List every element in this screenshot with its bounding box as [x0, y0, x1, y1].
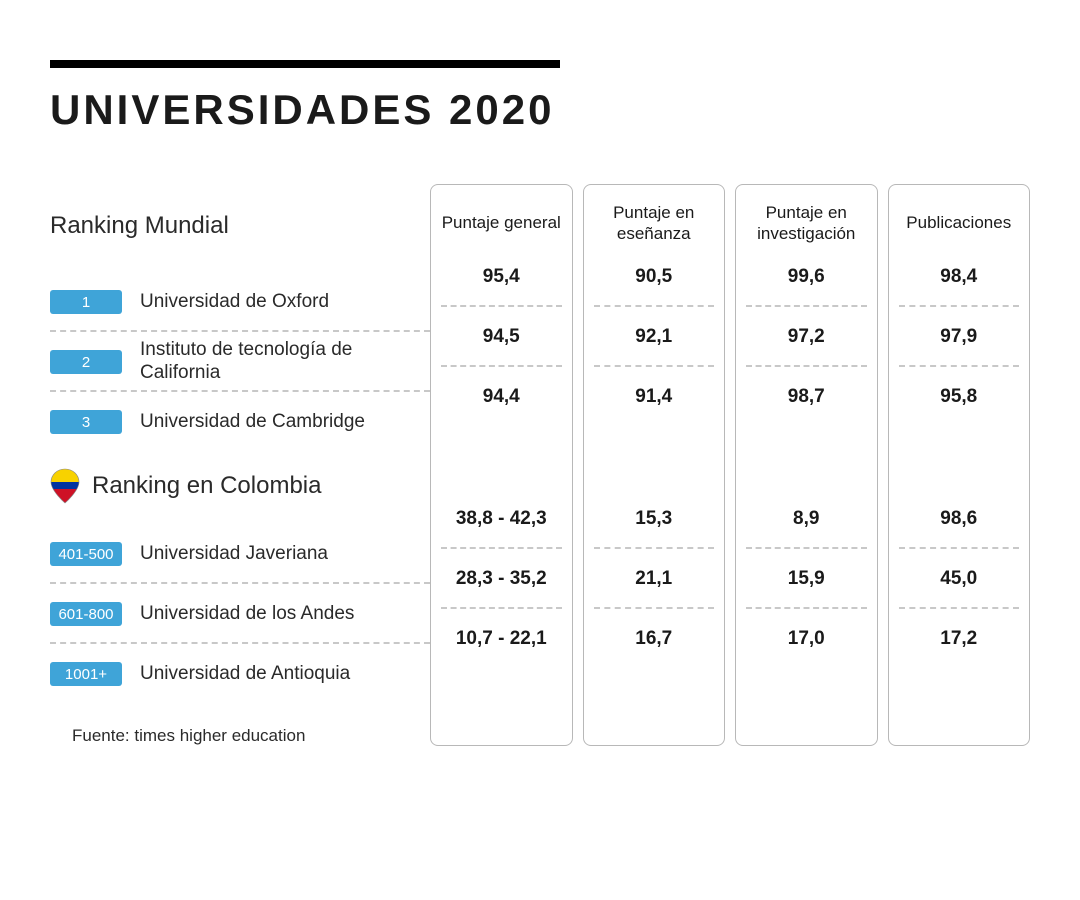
table-row: 3 Universidad de Cambridge [50, 392, 430, 452]
table-row: 1001+ Universidad de Antioquia [50, 644, 430, 704]
rank-badge: 1 [50, 290, 122, 314]
university-name: Universidad de los Andes [140, 603, 354, 626]
score-column-research: Puntaje en investigación 99,6 97,2 98,7 … [735, 184, 878, 746]
university-name: Universidad Javeriana [140, 543, 328, 566]
score-cell: 15,9 [742, 549, 871, 609]
column-header: Puntaje en eseñanza [590, 199, 719, 247]
score-spacer [590, 427, 719, 489]
score-cell: 97,9 [895, 307, 1024, 367]
top-rule [50, 60, 560, 68]
score-columns: Puntaje general 95,4 94,5 94,4 38,8 - 42… [430, 184, 1030, 746]
labels-column: Ranking Mundial 1 Universidad de Oxford … [50, 184, 430, 746]
university-name: Universidad de Oxford [140, 291, 329, 314]
score-cell: 90,5 [590, 247, 719, 307]
column-header: Puntaje general [437, 199, 566, 247]
score-cell: 98,4 [895, 247, 1024, 307]
score-cell: 98,7 [742, 367, 871, 427]
score-cell: 10,7 - 22,1 [437, 609, 566, 669]
score-cell: 8,9 [742, 489, 871, 549]
score-cell: 97,2 [742, 307, 871, 367]
content-grid: Ranking Mundial 1 Universidad de Oxford … [50, 184, 1030, 746]
score-cell: 92,1 [590, 307, 719, 367]
score-cell: 28,3 - 35,2 [437, 549, 566, 609]
score-cell: 95,4 [437, 247, 566, 307]
university-name: Instituto de tecnología de California [140, 339, 430, 385]
page-title: UNIVERSIDADES 2020 [50, 86, 1030, 134]
score-column-teaching: Puntaje en eseñanza 90,5 92,1 91,4 15,3 … [583, 184, 726, 746]
table-row: 2 Instituto de tecnología de California [50, 332, 430, 392]
section-colombia-label: Ranking en Colombia [92, 472, 321, 500]
rank-badge: 1001+ [50, 662, 122, 686]
rank-badge: 401-500 [50, 542, 122, 566]
section-colombia-title: Ranking en Colombia [50, 462, 430, 510]
university-name: Universidad de Antioquia [140, 663, 350, 686]
score-cell: 17,2 [895, 609, 1024, 669]
score-column-general: Puntaje general 95,4 94,5 94,4 38,8 - 42… [430, 184, 573, 746]
score-cell: 16,7 [590, 609, 719, 669]
section-world-title: Ranking Mundial [50, 202, 430, 250]
score-cell: 94,4 [437, 367, 566, 427]
university-name: Universidad de Cambridge [140, 411, 365, 434]
score-cell: 95,8 [895, 367, 1024, 427]
score-spacer [437, 427, 566, 489]
score-cell: 91,4 [590, 367, 719, 427]
score-spacer [742, 427, 871, 489]
section-spacer: Ranking en Colombia [50, 462, 430, 524]
table-row: 1 Universidad de Oxford [50, 272, 430, 332]
table-row: 401-500 Universidad Javeriana [50, 524, 430, 584]
column-header: Publicaciones [895, 199, 1024, 247]
score-cell: 21,1 [590, 549, 719, 609]
rank-badge: 601-800 [50, 602, 122, 626]
rank-badge: 3 [50, 410, 122, 434]
score-cell: 15,3 [590, 489, 719, 549]
score-spacer [895, 427, 1024, 489]
score-column-publications: Publicaciones 98,4 97,9 95,8 98,6 45,0 1… [888, 184, 1031, 746]
score-cell: 94,5 [437, 307, 566, 367]
source-text: Fuente: times higher education [72, 726, 430, 746]
table-row: 601-800 Universidad de los Andes [50, 584, 430, 644]
score-cell: 45,0 [895, 549, 1024, 609]
score-cell: 38,8 - 42,3 [437, 489, 566, 549]
colombia-flag-icon [50, 468, 80, 504]
score-cell: 17,0 [742, 609, 871, 669]
score-cell: 98,6 [895, 489, 1024, 549]
score-cell: 99,6 [742, 247, 871, 307]
column-header: Puntaje en investigación [742, 199, 871, 247]
rank-badge: 2 [50, 350, 122, 374]
